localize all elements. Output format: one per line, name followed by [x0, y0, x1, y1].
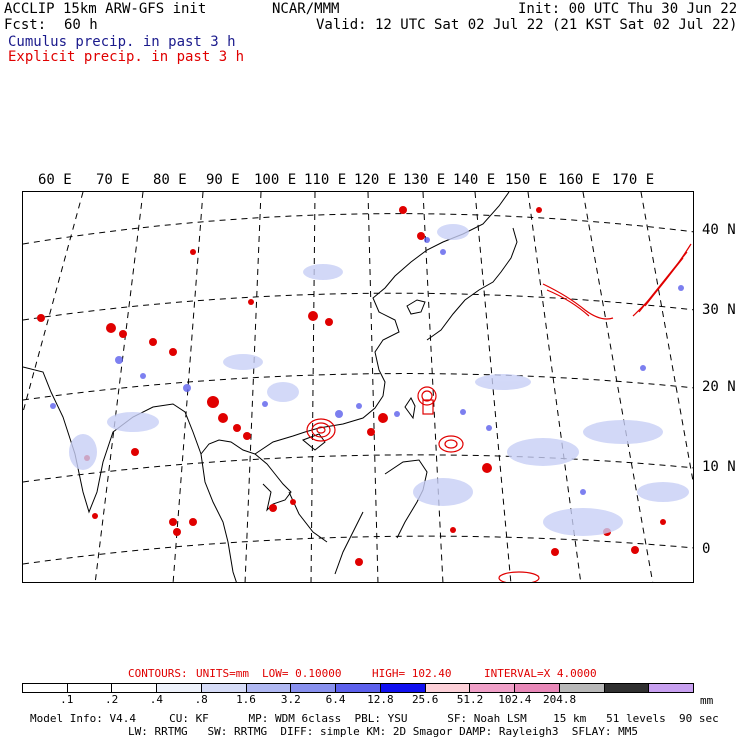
colorbar-swatch [336, 684, 381, 692]
colorbar-swatch [112, 684, 158, 692]
contour-units: UNITS=mm [196, 667, 249, 680]
explicit-precip [306, 243, 692, 582]
org-label: NCAR/MMM [272, 1, 340, 17]
contour-label: CONTOURS: [128, 667, 188, 680]
colorbar-tick-label: 1.6 [236, 693, 256, 706]
lon-label: 80 E [153, 172, 187, 188]
legend-cumulus: Cumulus precip. in past 3 h [8, 34, 236, 50]
colorbar-swatch [67, 684, 113, 692]
lat-label: 30 N [702, 302, 736, 318]
colorbar-tick-label: .1 [60, 693, 74, 706]
colorbar-swatch [246, 684, 292, 692]
graticule [23, 192, 693, 582]
colorbar-swatch [291, 684, 337, 692]
contour-low: LOW= 0.10000 [262, 667, 342, 680]
lat-label: 0 [702, 541, 711, 557]
lon-label: 100 E [254, 172, 297, 188]
colorbar-tick-label: 12.8 [367, 693, 394, 706]
colorbar-swatch [559, 684, 605, 692]
colorbar-tick-label: .4 [149, 693, 164, 706]
colorbar-tick-label: 204.8 [543, 693, 577, 706]
model-title: ACCLIP 15km ARW-GFS init [4, 1, 207, 17]
lon-label: 90 E [206, 172, 240, 188]
colorbar-tick-label: 3.2 [280, 693, 301, 706]
lon-label: 140 E [453, 172, 496, 188]
cumulus-precip-cells [50, 237, 684, 495]
map-canvas [23, 192, 693, 582]
lat-label: 20 N [702, 379, 736, 395]
fcst-value: 60 h [64, 17, 98, 33]
lon-label: 130 E [403, 172, 446, 188]
lat-label: 10 N [702, 459, 736, 475]
model-info-line2: LW: RRTMG SW: RRTMG DIFF: simple KM: 2D … [128, 725, 638, 738]
legend-explicit: Explicit precip. in past 3 h [8, 49, 245, 65]
colorbar-swatch [23, 684, 68, 692]
lon-label: 120 E [354, 172, 397, 188]
colorbar-swatch [515, 684, 560, 692]
colorbar-tick-label: 102.4 [498, 693, 532, 706]
colorbar-tick-label: 25.6 [411, 693, 439, 706]
explicit-precip-cells [37, 206, 666, 566]
init-time: Init: 00 UTC Thu 30 Jun 22 [518, 1, 738, 17]
colorbar-swatch [425, 684, 471, 692]
lon-label: 150 E [505, 172, 548, 188]
colorbar-swatch [604, 684, 650, 692]
colorbar-swatch [380, 684, 426, 692]
cumulus-light-precip [69, 224, 689, 536]
colorbar-tick-label: 51.2 [456, 693, 484, 706]
colorbar-labels: .1 .2 .4 .8 1.6 3.2 6.4 12.8 25.6 51.2 102.4 204.8 [22, 693, 694, 707]
colorbar-swatch [201, 684, 247, 692]
lon-label: 110 E [304, 172, 347, 188]
lon-label: 170 E [612, 172, 655, 188]
colorbar-swatch [157, 684, 202, 692]
colorbar-units: mm [700, 694, 714, 707]
colorbar-tick-label: .2 [104, 693, 119, 706]
colorbar-swatch [470, 684, 516, 692]
model-info-line1: Model Info: V4.4 CU: KF MP: WDM 6class P… [30, 712, 719, 725]
lon-label: 60 E [38, 172, 72, 188]
colorbar-swatch [649, 684, 694, 692]
valid-time: Valid: 12 UTC Sat 02 Jul 22 (21 KST Sat … [316, 17, 738, 33]
lat-label: 40 N [702, 222, 736, 238]
colorbar-tick-label: 6.4 [325, 693, 346, 706]
contour-high: HIGH= 102.40 [372, 667, 452, 680]
contour-interval: INTERVAL=X 4.0000 [484, 667, 597, 680]
lon-label: 160 E [558, 172, 601, 188]
fcst-label: Fcst: [4, 17, 47, 33]
precip-map [22, 191, 694, 583]
colorbar [22, 683, 694, 693]
colorbar-tick-label: .8 [194, 693, 208, 706]
lon-label: 70 E [96, 172, 130, 188]
